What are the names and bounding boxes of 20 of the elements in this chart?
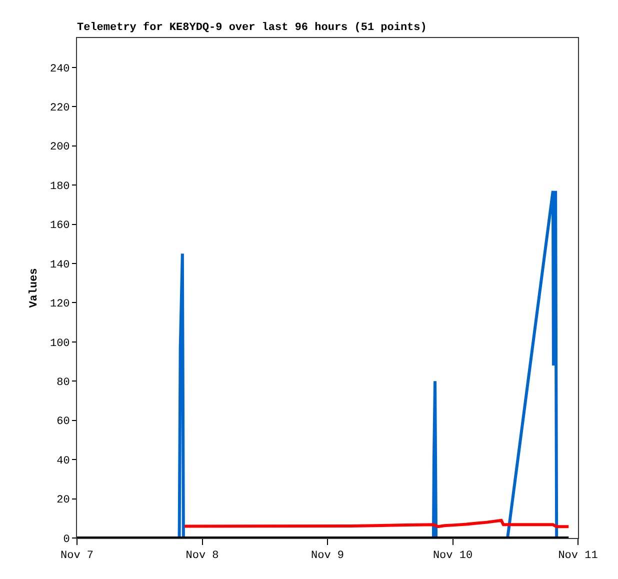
chart-title: Telemetry for KE8YDQ-9 over last 96 hours (51 points): [77, 20, 427, 34]
y-tick-label: 200: [50, 142, 70, 154]
y-tick-label: 60: [56, 416, 70, 428]
y-tick-label: 20: [56, 494, 70, 507]
x-tick-label: Nov 10: [432, 550, 473, 562]
y-tick-label: 180: [50, 180, 70, 193]
y-tick-label: 220: [50, 102, 70, 114]
y-tick-label: 100: [50, 338, 70, 350]
x-tick-label: Nov 8: [186, 550, 219, 562]
y-tick-label: 160: [50, 220, 70, 232]
y-tick-label: 120: [50, 298, 70, 311]
x-tick-label: Nov 7: [60, 550, 94, 562]
y-tick-label: 240: [50, 63, 70, 76]
y-tick-label: 0: [63, 534, 70, 546]
x-tick-label: Nov 9: [310, 550, 344, 562]
y-tick-label: 80: [56, 376, 70, 389]
y-tick-label: 140: [50, 259, 70, 272]
y-axis-title: Values: [28, 268, 41, 308]
x-tick-label: Nov 11: [558, 550, 598, 562]
y-tick-label: 40: [56, 455, 70, 468]
